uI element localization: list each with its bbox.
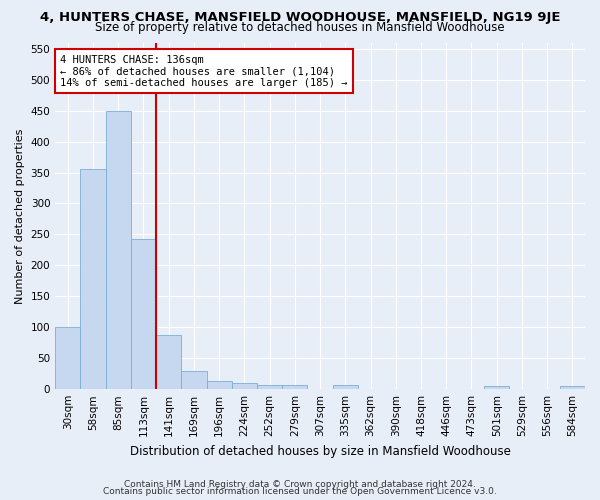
Bar [55, 328, 80, 389]
Bar [131, 238, 156, 389]
Text: Size of property relative to detached houses in Mansfield Woodhouse: Size of property relative to detached ho… [95, 21, 505, 34]
Text: Contains public sector information licensed under the Open Government Licence v3: Contains public sector information licen… [103, 487, 497, 496]
Bar [257, 386, 282, 389]
Bar [181, 370, 206, 389]
X-axis label: Distribution of detached houses by size in Mansfield Woodhouse: Distribution of detached houses by size … [130, 444, 511, 458]
Bar [282, 386, 307, 389]
Bar [560, 386, 585, 389]
Text: Contains HM Land Registry data © Crown copyright and database right 2024.: Contains HM Land Registry data © Crown c… [124, 480, 476, 489]
Bar [332, 386, 358, 389]
Bar [80, 169, 106, 389]
Bar [106, 111, 131, 389]
Bar [484, 386, 509, 389]
Text: 4, HUNTERS CHASE, MANSFIELD WOODHOUSE, MANSFIELD, NG19 9JE: 4, HUNTERS CHASE, MANSFIELD WOODHOUSE, M… [40, 11, 560, 24]
Bar [156, 334, 181, 389]
Text: 4 HUNTERS CHASE: 136sqm
← 86% of detached houses are smaller (1,104)
14% of semi: 4 HUNTERS CHASE: 136sqm ← 86% of detache… [61, 54, 348, 88]
Y-axis label: Number of detached properties: Number of detached properties [15, 128, 25, 304]
Bar [206, 380, 232, 389]
Bar [232, 383, 257, 389]
